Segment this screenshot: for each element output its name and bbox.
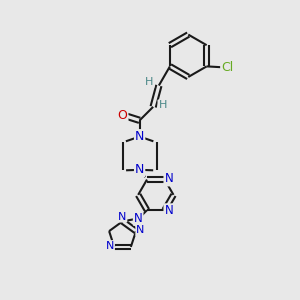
- Text: H: H: [158, 100, 167, 110]
- Text: N: N: [106, 241, 114, 251]
- Text: O: O: [118, 109, 128, 122]
- Text: Cl: Cl: [221, 61, 233, 74]
- Text: N: N: [136, 225, 145, 235]
- Text: N: N: [135, 163, 144, 176]
- Text: N: N: [135, 130, 144, 143]
- Text: N: N: [118, 212, 126, 222]
- Text: H: H: [145, 77, 154, 87]
- Text: N: N: [164, 204, 173, 217]
- Text: N: N: [134, 212, 142, 225]
- Text: N: N: [164, 172, 173, 185]
